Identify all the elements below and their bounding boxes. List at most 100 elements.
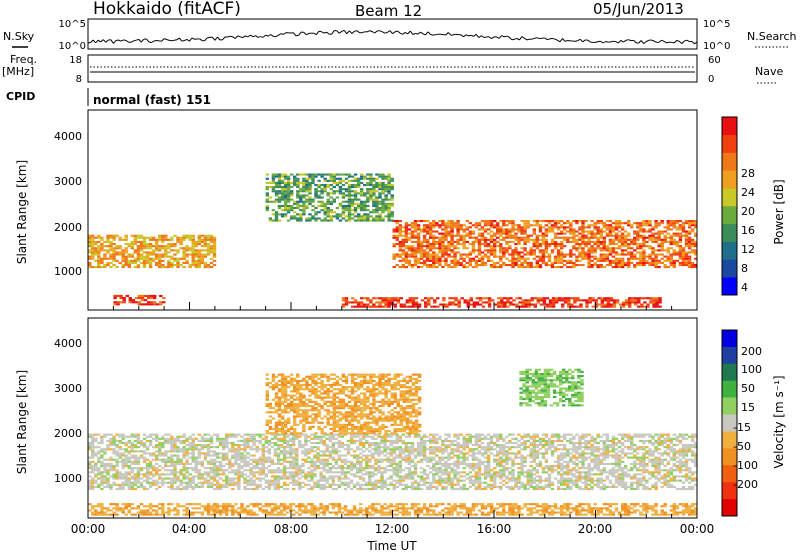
- heatmap-cell: [645, 236, 649, 239]
- heatmap-cell: [474, 259, 479, 262]
- heatmap-cell: [372, 219, 376, 222]
- heatmap-cell: [566, 261, 570, 264]
- heatmap-cell: [280, 181, 285, 184]
- heatmap-cell: [136, 467, 141, 470]
- heatmap-cell: [375, 209, 379, 212]
- heatmap-cell: [173, 450, 177, 453]
- heatmap-cell: [170, 236, 174, 239]
- nsky-segment: [409, 30, 414, 35]
- heatmap-cell: [176, 448, 180, 451]
- nsky-segment: [321, 31, 325, 34]
- heatmap-cell: [532, 240, 536, 243]
- heatmap-cell: [246, 439, 250, 442]
- heatmap-cell: [526, 251, 530, 254]
- heatmap-cell: [167, 460, 171, 463]
- heatmap-cell: [258, 435, 262, 438]
- heatmap-cell: [320, 204, 324, 207]
- heatmap-cell: [386, 435, 390, 438]
- heatmap-cell: [155, 264, 159, 267]
- heatmap-cell: [393, 303, 397, 306]
- heatmap-cell: [285, 460, 290, 463]
- heatmap-cell: [128, 301, 132, 304]
- heatmap-cell: [145, 259, 150, 262]
- heatmap-cell: [94, 437, 98, 440]
- heatmap-cell: [130, 467, 134, 470]
- heatmap-cell: [237, 471, 241, 474]
- heatmap-cell: [332, 198, 336, 201]
- heatmap-cell: [136, 251, 141, 254]
- heatmap-cell: [483, 222, 488, 225]
- heatmap-cell: [384, 190, 388, 193]
- heatmap-cell: [380, 439, 384, 442]
- heatmap-cell: [608, 226, 613, 229]
- heatmap-cell: [328, 467, 332, 470]
- heatmap-cell: [136, 471, 141, 474]
- heatmap-cell: [307, 448, 311, 451]
- heatmap-cell: [411, 299, 416, 302]
- heatmap-cell: [599, 243, 603, 246]
- heatmap-cell: [564, 299, 568, 302]
- heatmap-cell: [694, 220, 698, 223]
- heatmap-cell: [293, 179, 297, 182]
- heatmap-cell: [173, 234, 177, 237]
- heatmap-cell: [283, 200, 288, 203]
- heatmap-cell: [550, 240, 555, 243]
- heatmap-cell: [304, 454, 308, 457]
- heatmap-cell: [410, 253, 415, 256]
- heatmap-cell: [100, 435, 104, 438]
- heatmap-cell: [139, 456, 144, 459]
- heatmap-cell: [140, 299, 145, 302]
- heatmap-cell: [432, 257, 436, 260]
- heatmap-cell: [142, 452, 147, 455]
- heatmap-cell: [441, 249, 445, 252]
- heatmap-cell: [188, 253, 192, 256]
- nsky-segment: [163, 38, 167, 40]
- heatmap-cell: [191, 469, 195, 472]
- heatmap-cell: [456, 238, 460, 241]
- heatmap-cell: [118, 452, 122, 455]
- heatmap-cell: [430, 305, 434, 308]
- heatmap-cell: [416, 236, 421, 239]
- heatmap-cell: [544, 245, 549, 248]
- heatmap-cell: [209, 469, 214, 472]
- nsky-segment: [338, 30, 343, 34]
- heatmap-cell: [97, 458, 101, 461]
- heatmap-cell: [326, 219, 330, 222]
- heatmap-cell: [378, 181, 382, 184]
- heatmap-cell: [572, 236, 576, 239]
- heatmap-cell: [212, 454, 217, 457]
- heatmap-cell: [596, 236, 600, 239]
- heatmap-cell: [255, 446, 259, 449]
- heatmap-cell: [188, 446, 192, 449]
- heatmap-cell: [124, 458, 128, 461]
- heatmap-cell: [366, 305, 370, 308]
- heatmap-cell: [179, 469, 183, 472]
- power-colorbar-step: [722, 206, 737, 225]
- heatmap-cell: [380, 475, 384, 478]
- heatmap-cell: [158, 465, 162, 468]
- heatmap-cell: [410, 234, 415, 237]
- heatmap-cell: [375, 202, 379, 205]
- heatmap-cell: [538, 220, 543, 223]
- heatmap-cell: [188, 437, 192, 440]
- heatmap-cell: [130, 450, 134, 453]
- heatmap-cell: [173, 460, 177, 463]
- heatmap-cell: [387, 177, 391, 180]
- heatmap-cell: [453, 266, 457, 269]
- heatmap-cell: [228, 433, 232, 436]
- heatmap-cell: [212, 240, 217, 243]
- heatmap-cell: [112, 458, 116, 461]
- heatmap-cell: [290, 198, 294, 201]
- heatmap-cell: [426, 251, 430, 254]
- heatmap-cell: [381, 299, 385, 302]
- heatmap-cell: [390, 194, 394, 197]
- heatmap-cell: [197, 475, 201, 478]
- heatmap-cell: [136, 477, 141, 480]
- heatmap-cell: [541, 257, 546, 260]
- heatmap-cell: [684, 232, 689, 235]
- heatmap-cell: [669, 222, 673, 225]
- heatmap-cell: [366, 177, 370, 180]
- heatmap-cell: [392, 471, 396, 474]
- nsky-segment: [605, 41, 609, 43]
- heatmap-cell: [374, 442, 378, 445]
